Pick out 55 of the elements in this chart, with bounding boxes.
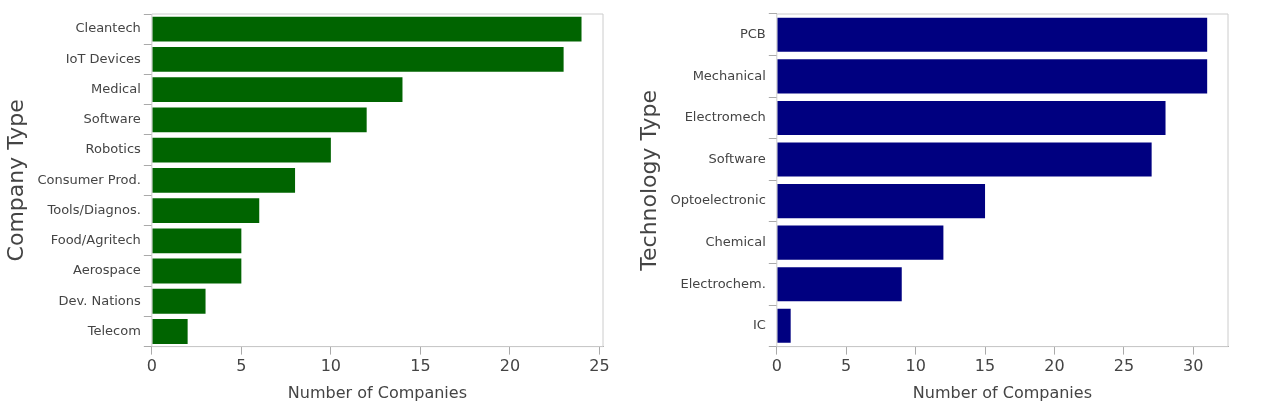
bar [152, 16, 582, 42]
bar [152, 258, 242, 284]
y-tick-label: PCB [739, 26, 766, 42]
x-tick-label: 10 [905, 356, 926, 376]
x-tick-label: 25 [1113, 356, 1135, 376]
y-tick-label: Tools/Diagnos. [46, 201, 141, 217]
y-tick-label: Software [708, 150, 766, 166]
x-tick-label: 15 [410, 356, 431, 376]
y-tick-label: Food/Agritech [50, 232, 141, 248]
y-axis-title: Company Type [2, 99, 28, 262]
bar [152, 137, 331, 163]
bar [152, 107, 367, 133]
x-tick-label: 20 [1044, 356, 1065, 376]
y-tick-label: Medical [91, 80, 141, 96]
x-tick-label: 20 [499, 356, 521, 376]
y-tick-label: Electrochem. [680, 275, 766, 291]
x-axis-title: Number of Companies [912, 382, 1092, 402]
y-tick-label: Consumer Prod. [37, 171, 141, 187]
y-tick-label: Dev. Nations [58, 292, 142, 308]
bar [777, 308, 791, 343]
y-tick-label: Mechanical [692, 67, 766, 83]
bar [777, 142, 1152, 177]
y-tick-label: Optoelectronic [670, 192, 766, 208]
x-tick-label: 10 [320, 356, 342, 376]
bar [777, 17, 1208, 52]
bar [152, 77, 403, 102]
y-tick-label: Telecom [86, 322, 141, 338]
y-tick-label: Cleantech [75, 20, 141, 36]
bar [152, 46, 564, 72]
bar [152, 319, 188, 344]
y-tick-label: Chemical [705, 234, 766, 250]
y-axis-title: Technology Type [635, 89, 661, 272]
x-tick-label: 0 [771, 356, 782, 376]
y-tick-label: IC [752, 317, 766, 333]
y-tick-label: Aerospace [73, 262, 141, 278]
x-tick-label: 0 [146, 356, 157, 376]
bar [777, 267, 902, 302]
bar [152, 198, 260, 223]
x-tick-label: 5 [841, 356, 852, 376]
x-tick-label: 30 [1183, 356, 1204, 376]
bar [777, 184, 986, 219]
bar [777, 225, 944, 260]
x-tick-label: 15 [974, 356, 996, 376]
bar [777, 59, 1208, 94]
bar [777, 100, 1166, 135]
bar [152, 228, 242, 254]
y-tick-label: Electromech [684, 109, 766, 125]
y-tick-label: IoT Devices [65, 50, 142, 66]
x-axis-title: Number of Companies [287, 382, 467, 402]
x-tick-label: 25 [589, 356, 610, 376]
x-tick-label: 5 [236, 356, 247, 376]
y-tick-label: Software [83, 111, 141, 127]
bar [152, 288, 206, 314]
y-tick-label: Robotics [85, 141, 142, 157]
bar [152, 167, 296, 193]
